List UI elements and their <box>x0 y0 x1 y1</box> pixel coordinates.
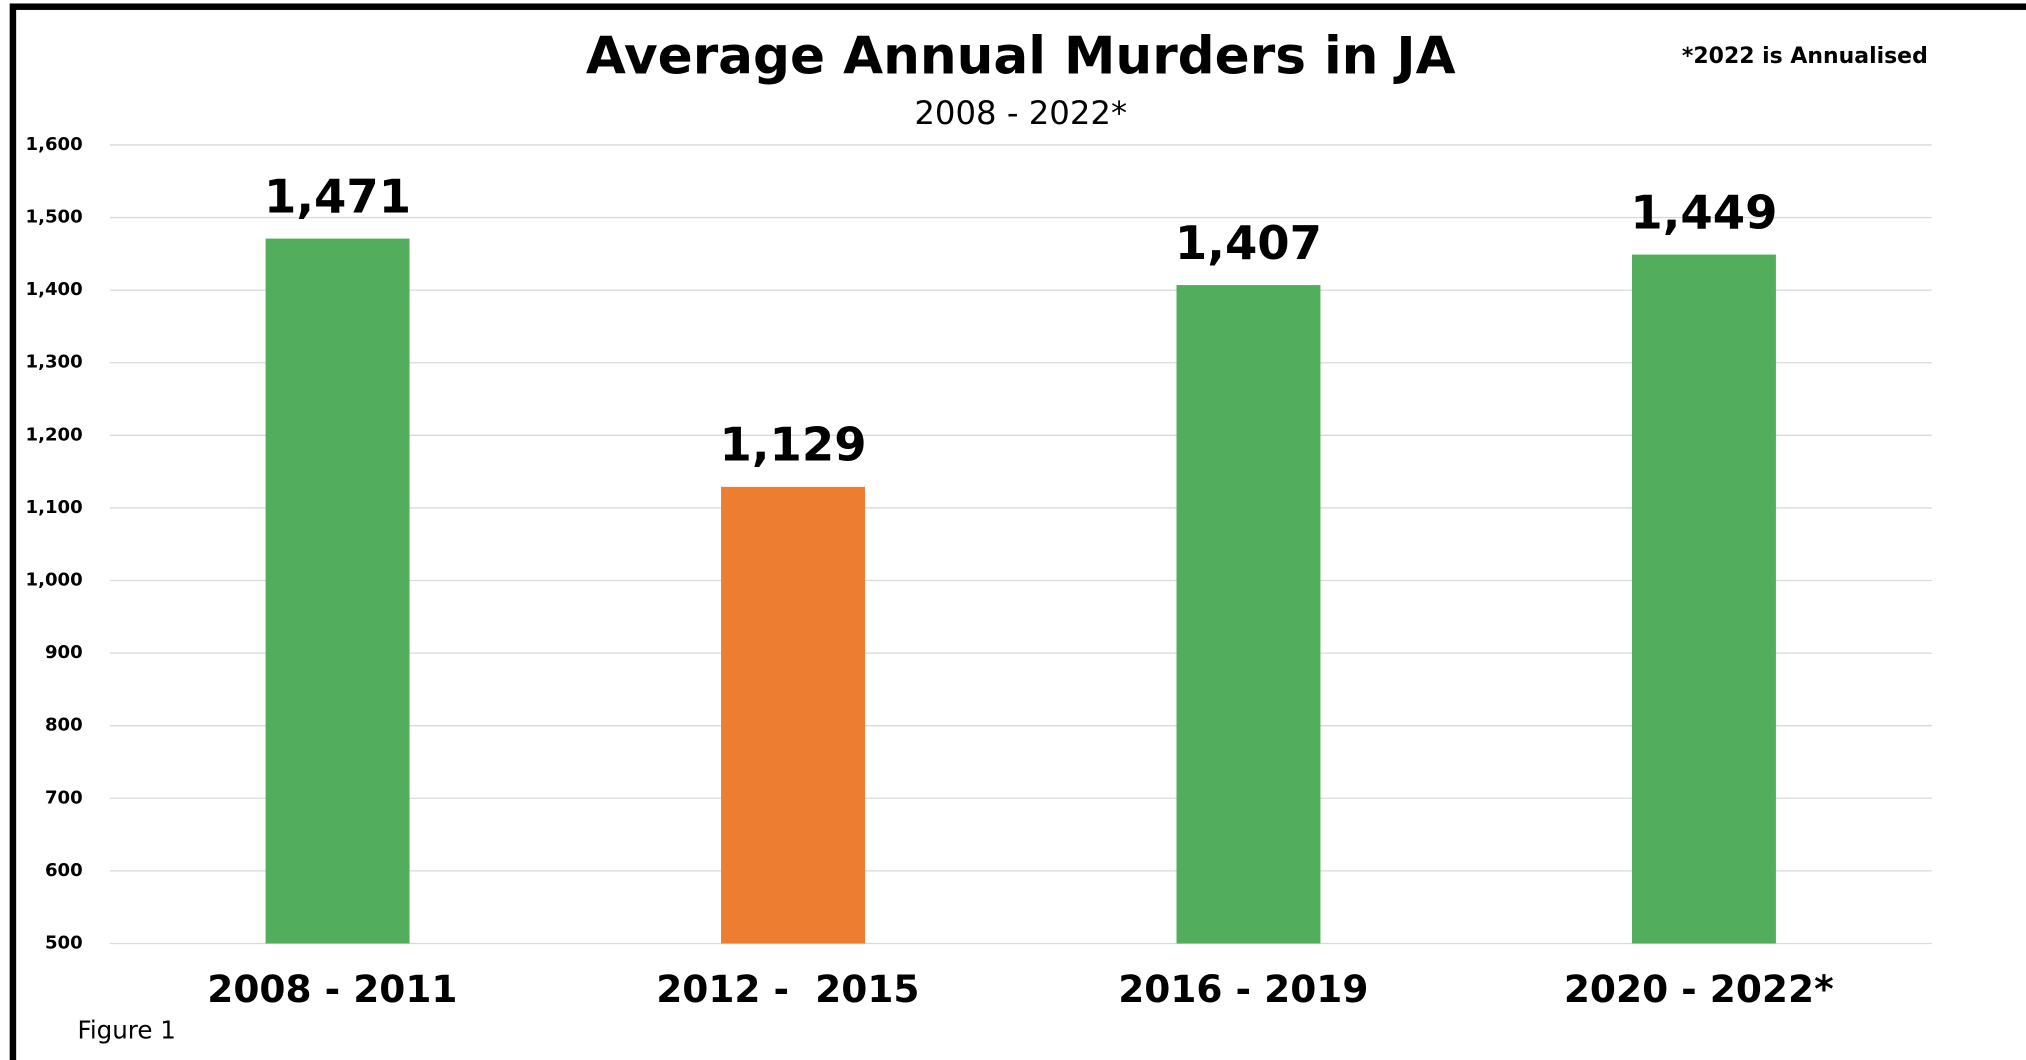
chart-subtitle: 2008 - 2022* <box>914 94 1127 132</box>
y-tick-label: 1,000 <box>26 570 83 591</box>
y-tick-label: 800 <box>45 715 83 736</box>
y-tick-label: 500 <box>45 932 83 953</box>
x-tick-label: 2020 - 2022* <box>1564 967 1834 1011</box>
bar <box>265 238 410 944</box>
x-tick-label: 2016 - 2019 <box>1118 967 1368 1011</box>
value-label: 1,471 <box>264 169 411 223</box>
y-tick-label: 1,400 <box>26 279 83 300</box>
y-tick-label: 900 <box>45 642 83 663</box>
y-tick-label: 1,600 <box>26 134 83 155</box>
chart-title: Average Annual Murders in JA <box>586 27 1456 87</box>
bar <box>1176 285 1321 944</box>
value-label: 1,449 <box>1630 185 1777 239</box>
y-tick-label: 1,500 <box>26 207 83 228</box>
bar <box>1631 254 1776 944</box>
note: *2022 is Annualised <box>1682 44 1928 69</box>
value-label: 1,129 <box>719 418 866 472</box>
x-tick-label: 2012 - 2015 <box>656 967 919 1011</box>
value-label: 1,407 <box>1175 216 1322 270</box>
y-tick-label: 600 <box>45 860 83 881</box>
y-tick-label: 1,300 <box>26 352 83 373</box>
y-tick-label: 1,200 <box>26 424 83 445</box>
caption: Figure 1 <box>78 1015 176 1044</box>
x-tick-label: 2008 - 2011 <box>207 967 457 1011</box>
y-tick-label: 1,100 <box>26 497 83 518</box>
frame <box>9 3 2026 1060</box>
y-tick-label: 700 <box>45 787 83 808</box>
bar <box>721 486 865 944</box>
